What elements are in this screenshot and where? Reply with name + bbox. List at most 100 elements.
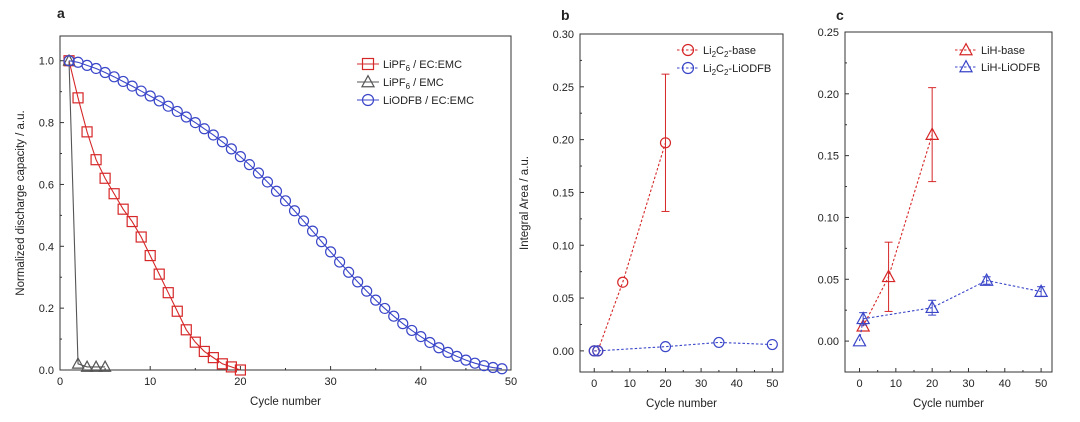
data-point bbox=[279, 195, 292, 207]
x-tick-label: 40 bbox=[999, 378, 1011, 390]
data-point bbox=[198, 123, 210, 135]
y-tick-label: 0.25 bbox=[553, 82, 574, 94]
data-point bbox=[207, 352, 219, 364]
x-tick-label: 0 bbox=[57, 376, 63, 388]
y-tick-label: 0.8 bbox=[39, 118, 54, 130]
series-line bbox=[68, 60, 241, 371]
data-point bbox=[98, 359, 112, 372]
data-point bbox=[379, 302, 391, 315]
data-point bbox=[234, 364, 246, 376]
x-tick-label: 20 bbox=[234, 376, 246, 388]
data-point bbox=[306, 225, 319, 237]
data-point bbox=[325, 246, 337, 258]
data-point bbox=[99, 66, 111, 79]
legend-marker bbox=[681, 43, 695, 57]
data-point bbox=[189, 116, 201, 129]
y-tick-label: 0.6 bbox=[39, 179, 54, 191]
data-point bbox=[189, 336, 201, 348]
data-point bbox=[487, 361, 499, 374]
series-line bbox=[68, 60, 503, 370]
legend-label: LiH-LiODFB bbox=[981, 62, 1040, 74]
data-point bbox=[135, 85, 147, 97]
data-point bbox=[713, 336, 725, 349]
x-tick-label: 20 bbox=[659, 378, 671, 390]
legend-label: Li2C2-LiODFB bbox=[703, 63, 771, 77]
x-tick-label: 0 bbox=[591, 378, 597, 390]
y-tick-label: 0.10 bbox=[553, 240, 574, 252]
x-tick-label: 50 bbox=[766, 378, 778, 390]
data-point bbox=[216, 358, 228, 370]
y-tick-label: 0.10 bbox=[818, 212, 839, 224]
data-point bbox=[343, 266, 355, 278]
legend-entry: Li2C2-LiODFB bbox=[677, 61, 771, 77]
legend-marker bbox=[681, 61, 695, 75]
data-point bbox=[659, 137, 672, 149]
data-point bbox=[108, 71, 120, 83]
data-point bbox=[442, 346, 454, 358]
series-li2c2-base bbox=[588, 73, 672, 357]
x-tick-label: 10 bbox=[144, 376, 156, 388]
series-line bbox=[858, 279, 1042, 342]
x-axis-title: Cycle number bbox=[250, 396, 321, 408]
y-tick-label: 0.05 bbox=[818, 274, 839, 286]
y-tick-label: 0.15 bbox=[818, 151, 839, 163]
data-point bbox=[81, 126, 93, 138]
data-point bbox=[207, 129, 219, 141]
data-point bbox=[126, 215, 138, 228]
legend-marker bbox=[361, 93, 375, 107]
data-point bbox=[99, 172, 111, 184]
series-lipf6-emc bbox=[62, 53, 112, 372]
data-point bbox=[162, 287, 174, 299]
legend-label: LiODFB / EC:EMC bbox=[383, 95, 474, 107]
y-tick-label: 0.0 bbox=[39, 365, 54, 377]
y-tick-label: 0.05 bbox=[553, 293, 574, 305]
data-point bbox=[71, 356, 85, 369]
data-point bbox=[225, 143, 237, 155]
panel-b: b 0 10 20 30 40 50 0.00 0.05 0.10 0.15 0.20 0.25 0.30… bbox=[519, 7, 784, 410]
legend-label: LiPF6 / EC:EMC bbox=[383, 59, 462, 73]
data-point bbox=[388, 310, 400, 322]
y-tick-label: 0.00 bbox=[818, 336, 839, 348]
series-line bbox=[862, 134, 933, 327]
x-axis-title: Cycle number bbox=[913, 398, 984, 410]
data-point bbox=[171, 105, 183, 118]
y-tick-label: 0.00 bbox=[553, 346, 574, 358]
data-point bbox=[925, 300, 940, 314]
x-tick-label: 10 bbox=[890, 378, 902, 390]
series-lih-liodfb bbox=[852, 272, 1049, 347]
data-point bbox=[72, 92, 84, 104]
data-point bbox=[370, 294, 382, 306]
data-point bbox=[261, 176, 274, 188]
legend-marker bbox=[958, 42, 974, 56]
y-tick-label: 0.30 bbox=[553, 29, 574, 41]
data-point bbox=[144, 90, 156, 102]
data-point bbox=[856, 311, 871, 325]
axes-frame bbox=[579, 33, 784, 373]
x-tick-label: 0 bbox=[856, 378, 862, 390]
y-tick-label: 0.4 bbox=[39, 241, 54, 253]
legend-label: LiH-base bbox=[981, 45, 1025, 57]
data-point bbox=[1034, 284, 1049, 297]
data-point bbox=[117, 75, 129, 88]
series-line bbox=[594, 142, 666, 352]
data-point bbox=[297, 215, 310, 227]
data-point bbox=[162, 100, 174, 112]
legend-entry: LiODFB / EC:EMC bbox=[357, 93, 474, 107]
y-tick-label: 0.15 bbox=[553, 187, 574, 199]
data-point bbox=[406, 324, 418, 337]
data-point bbox=[352, 276, 364, 288]
data-point bbox=[496, 363, 508, 375]
data-point bbox=[180, 111, 192, 123]
y-tick-label: 0.20 bbox=[818, 89, 839, 101]
legend-entry: LiPF6 / EC:EMC bbox=[357, 57, 462, 73]
data-point bbox=[117, 203, 129, 215]
data-point bbox=[334, 256, 346, 268]
panel-letter: c bbox=[836, 7, 844, 23]
data-point bbox=[315, 236, 328, 248]
series-line bbox=[68, 60, 106, 368]
legend-marker bbox=[958, 59, 974, 73]
legend-entry: Li2C2-base bbox=[677, 43, 756, 59]
data-point bbox=[80, 359, 94, 372]
panel-letter: a bbox=[57, 5, 65, 21]
